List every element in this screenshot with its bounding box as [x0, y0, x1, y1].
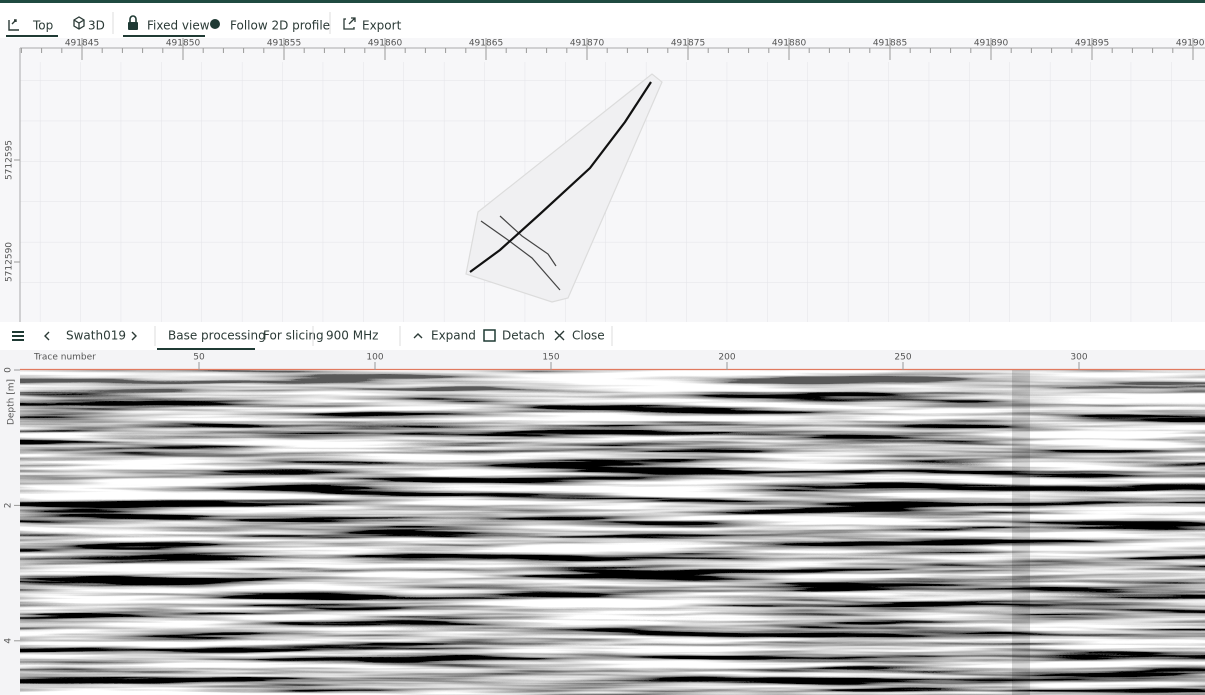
x-tick-label: 200 [718, 353, 735, 363]
action[interactable]: Detach [502, 329, 545, 343]
x-tick-label: 300 [1070, 353, 1087, 363]
x-tick-label: 491855 [267, 39, 301, 49]
toolbar-item[interactable]: Follow 2D profile [230, 19, 330, 33]
x-tick-label: 491875 [671, 39, 705, 49]
x-tick-label: 491885 [873, 39, 907, 49]
x-tick-label: 491865 [469, 39, 503, 49]
y-tick-label: 0 [4, 367, 14, 373]
x-tick-label: 491860 [368, 39, 403, 49]
x-tick-label: 250 [894, 353, 911, 363]
x-tick-label: 50 [193, 353, 205, 363]
frequency[interactable]: 900 MHz [326, 329, 378, 343]
y-tick-label: 5712595 [5, 140, 15, 180]
toolbar-item[interactable]: 3D [88, 19, 105, 33]
x-tick-label: 491890 [974, 39, 1009, 49]
x-tick-label: 491845 [65, 39, 99, 49]
action[interactable]: Expand [431, 329, 476, 343]
x-tick-label: 491900 [1176, 39, 1205, 49]
x-tick-label: 150 [542, 353, 559, 363]
y-tick-label: 4 [4, 638, 14, 644]
anomaly-band [1012, 370, 1030, 695]
action[interactable]: Close [572, 329, 605, 343]
x-tick-label: 491870 [570, 39, 605, 49]
y-axis-label: Depth [m] [7, 379, 17, 425]
x-tick-label: 491895 [1075, 39, 1109, 49]
lock-icon [128, 22, 138, 30]
follow-icon [210, 19, 220, 29]
active-tab [6, 35, 58, 37]
tab[interactable]: Base processing [168, 329, 266, 343]
tab[interactable]: For slicing [263, 329, 324, 343]
y-tick-label: 2 [4, 503, 14, 509]
x-tick-label: 491850 [166, 39, 201, 49]
app: Top 3D Fixed view Follow 2D profile Expo… [0, 0, 1205, 695]
y-tick-label: 5712590 [5, 242, 15, 282]
x-axis-label: Trace number [33, 353, 96, 363]
toolbar-item[interactable]: Fixed view [147, 19, 210, 33]
page: Top 3D Fixed view Follow 2D profile Expo… [0, 0, 1205, 695]
x-tick-label: 100 [366, 353, 383, 363]
x-tick-label: 491880 [772, 39, 807, 49]
active-tab [157, 348, 255, 350]
active-tab [123, 35, 205, 37]
toolbar-item[interactable]: Export [362, 19, 402, 33]
top-accent [0, 0, 1205, 3]
toolbar-item[interactable]: Top [32, 19, 53, 33]
swath-name: Swath019 [66, 329, 126, 343]
